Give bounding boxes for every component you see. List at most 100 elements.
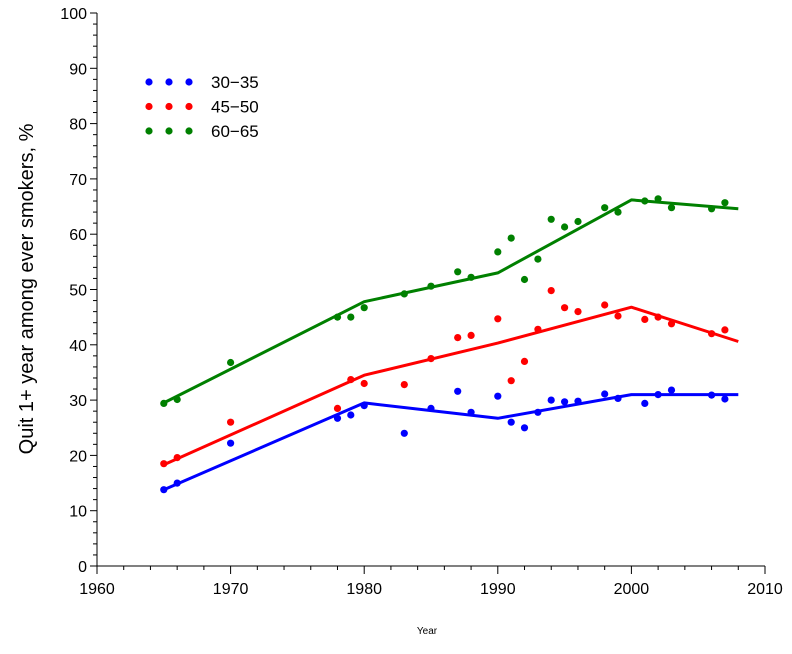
data-point [721,326,729,334]
data-point [333,404,342,412]
data-point [507,418,515,426]
data-point [400,381,408,389]
legend-marker [165,127,173,135]
data-point [534,408,542,416]
data-point [400,290,408,298]
y-tick-label: 100 [60,6,87,23]
legend-marker [185,78,193,86]
data-point [708,205,716,213]
data-point [333,313,342,321]
legend-marker [185,102,193,111]
data-point [601,301,609,309]
data-point [667,204,676,212]
y-tick-label: 50 [69,283,87,300]
data-point [227,439,235,447]
legend-label: 45−50 [211,98,259,117]
data-point [534,325,542,333]
data-point [641,399,649,407]
data-point [427,282,435,290]
data-point [347,411,355,419]
data-point [427,355,435,363]
legend-marker [145,78,153,86]
data-point [520,424,529,432]
data-point [227,358,235,367]
data-point [561,398,569,406]
data-point [494,392,502,400]
data-point [507,234,515,242]
legend-label: 30−35 [211,73,259,92]
data-point [520,357,529,365]
data-point [614,312,622,320]
data-point [601,390,609,398]
y-tick-label: 10 [69,504,87,521]
data-point [721,395,729,403]
data-point [708,391,716,399]
data-point [427,404,435,412]
y-tick-label: 0 [78,559,87,576]
data-point [400,429,408,437]
data-point [574,397,582,405]
data-point [561,304,569,312]
trend-line [163,393,739,492]
data-point [654,313,662,321]
data-point [347,376,355,384]
legend-label: 60−65 [211,122,259,141]
x-tick-label: 1990 [480,581,516,598]
legend-marker [165,102,173,111]
x-tick-label: 2010 [747,581,783,598]
data-point [547,287,555,295]
data-point [360,379,368,388]
x-tick-label: 2000 [614,581,650,598]
data-point [173,395,181,404]
x-axis-label: Year [417,626,438,637]
data-point [333,414,342,422]
data-point [173,454,181,462]
data-point [467,331,475,339]
data-points [160,195,729,494]
y-tick-label: 20 [69,448,87,465]
trend-line [163,305,739,467]
legend: 30−35 45−50 60−65 [145,73,259,141]
data-point [507,377,515,385]
trend-line [163,198,739,405]
data-point [347,313,355,321]
y-axis-label: Quit 1+ year among ever smokers, % [16,123,38,454]
data-point [227,418,235,426]
y-tick-label: 80 [69,117,87,134]
data-point [667,386,676,394]
data-point [641,197,649,205]
x-tick-label: 1980 [346,581,382,598]
data-point [360,402,368,410]
y-tick-label: 30 [69,393,87,410]
data-point [520,275,529,284]
y-tick-label: 60 [69,227,87,244]
data-point [641,315,649,323]
data-point [708,330,716,338]
data-point [654,195,662,203]
data-point [561,223,569,231]
y-tick-label: 70 [69,172,87,189]
data-point [534,255,542,263]
data-point [160,486,168,494]
data-point [601,204,609,212]
data-point [547,396,555,404]
data-point [494,315,502,323]
data-point [614,208,622,216]
axes: 0 10 20 30 40 50 60 70 80 90 100 1960 1970 1980 1990 20… [60,6,783,598]
legend-marker [165,78,173,86]
legend-marker [145,127,153,135]
data-point [454,334,462,342]
x-tick-label: 1970 [213,581,249,598]
data-point [614,394,622,402]
y-tick-label: 90 [69,61,87,78]
data-point [160,460,168,468]
y-tick-label: 40 [69,338,87,355]
trend-lines [163,198,739,492]
data-point [494,248,502,256]
data-point [574,308,582,316]
data-point [667,320,676,328]
x-tick-label: 1960 [79,581,115,598]
data-point [467,273,475,281]
data-point [467,408,475,416]
